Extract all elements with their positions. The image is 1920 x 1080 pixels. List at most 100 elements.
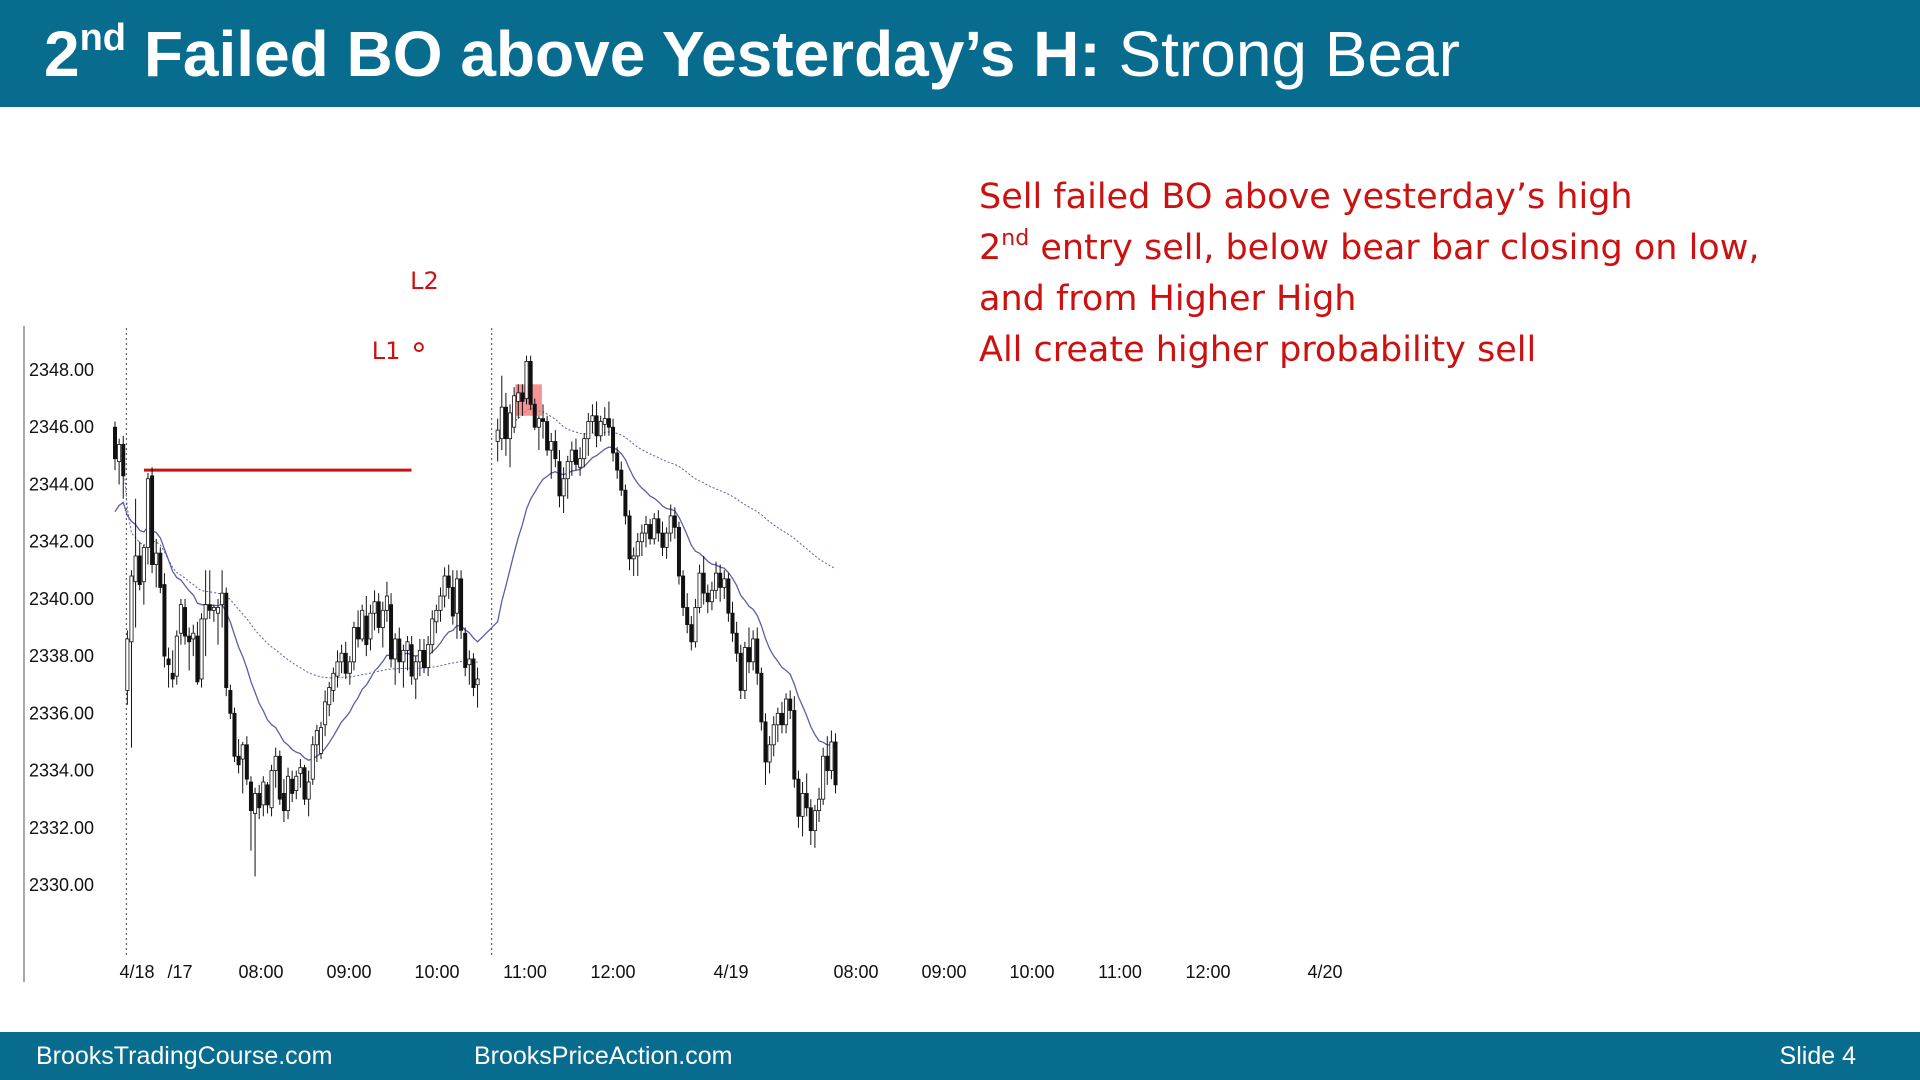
bear-candle: [685, 607, 690, 626]
bear-candle: [788, 698, 793, 711]
bear-candle: [248, 781, 253, 812]
bull-candle: [401, 649, 406, 663]
bear-candle: [676, 526, 681, 577]
slide-number: Slide 4: [1779, 1042, 1856, 1070]
x-tick-label: /17: [167, 962, 192, 982]
annotation-line-3: and from Higher High: [979, 279, 1357, 319]
marker-label-l2: L2: [410, 267, 439, 295]
x-tick-labels: 4/18/17 08:00 09:00 10:00 11:00 12:00 4/19 08:0…: [119, 962, 1342, 982]
bear-candle: [681, 575, 686, 608]
bull-candle: [668, 515, 673, 534]
bull-candle: [347, 661, 352, 674]
bear-candle: [545, 421, 550, 451]
bear-candle: [779, 712, 784, 726]
bear-candle: [397, 638, 402, 663]
bear-candle: [573, 449, 578, 465]
title-subtitle: Strong Bear: [1100, 18, 1460, 90]
bear-candle: [611, 426, 616, 454]
bear-candle: [158, 552, 163, 588]
bear-candle: [672, 515, 677, 528]
bull-candle: [273, 755, 278, 771]
bull-candle: [154, 552, 159, 565]
footer-center-site: BrooksPriceAction.com: [474, 1042, 733, 1070]
bull-candle: [524, 361, 529, 400]
bull-candle: [327, 687, 332, 706]
bear-candle: [364, 615, 369, 646]
bull-candle: [174, 635, 179, 677]
bear-candle: [623, 489, 628, 517]
bull-candle: [767, 744, 772, 763]
bull-candle: [368, 612, 373, 640]
bear-candle: [170, 672, 175, 680]
bull-candle: [133, 555, 138, 583]
bull-candle: [286, 775, 291, 812]
bear-candle: [277, 755, 282, 800]
bull-candle: [253, 793, 258, 814]
x-tick-label: 12:00: [590, 962, 635, 982]
x-tick-label: 09:00: [326, 962, 371, 982]
bear-candle: [660, 532, 665, 548]
bear-candle: [446, 575, 451, 588]
ema-line: [114, 446, 836, 761]
bear-candle: [232, 712, 237, 757]
bear-candle: [281, 793, 286, 812]
bear-candle: [528, 361, 533, 405]
bear-candle: [228, 690, 233, 714]
y-tick-labels: 2348.00 2346.00 2344.00 2342.00 2340.00 2338.…: [29, 360, 94, 895]
title-main: Failed BO above Yesterday’s H:: [126, 18, 1101, 90]
bear-candle: [257, 793, 262, 809]
bull-candle: [294, 775, 299, 791]
y-tick-label: 2346.00: [29, 417, 94, 437]
bull-candle: [199, 618, 204, 680]
bear-candle: [150, 475, 155, 565]
bull-candle: [644, 524, 649, 534]
title-ordinal-suffix: nd: [79, 17, 127, 59]
bull-candle: [565, 461, 570, 480]
bear-candle: [409, 644, 414, 677]
title-bar: 2nd Failed BO above Yesterday’s H: Stron…: [0, 0, 1920, 107]
bull-candle: [393, 638, 398, 660]
bull-candle: [298, 767, 303, 774]
bull-candle: [578, 458, 583, 468]
bull-candle: [335, 661, 340, 677]
bear-candle: [705, 592, 710, 603]
bear-candle: [606, 418, 611, 428]
bull-candle: [380, 609, 385, 628]
bull-candle: [417, 649, 422, 663]
bear-candle: [594, 415, 599, 437]
bear-candle: [738, 652, 743, 691]
x-tick-label: 08:00: [833, 962, 878, 982]
bear-candle: [726, 578, 731, 614]
x-tick-label: 09:00: [921, 962, 966, 982]
bull-candle: [203, 604, 208, 620]
candlestick-chart: 2348.00 2346.00 2344.00 2342.00 2340.00 2338.…: [23, 267, 1343, 982]
x-tick-label: 4/18: [119, 962, 154, 982]
footer-bar: BrooksTradingCourse.com BrooksPriceActio…: [0, 1032, 1920, 1080]
x-tick-label: 11:00: [1098, 962, 1142, 982]
bull-candle: [269, 770, 274, 809]
bull-candle: [639, 532, 644, 543]
bull-candle: [693, 607, 698, 643]
annotation-ordinal-suffix: nd: [1001, 226, 1030, 251]
y-tick-label: 2338.00: [29, 646, 94, 666]
bear-candle: [450, 587, 455, 617]
bear-candle: [825, 755, 830, 771]
x-tick-label: 10:00: [1009, 962, 1054, 982]
bull-candle: [512, 395, 517, 428]
bear-candle: [389, 604, 394, 660]
bull-candle: [652, 518, 657, 540]
annotation-line-1: Sell failed BO above yesterday’s high: [979, 177, 1633, 217]
bull-candle: [635, 541, 640, 557]
bull-candle: [125, 638, 130, 691]
bull-candle: [516, 392, 521, 402]
bull-candle: [360, 609, 365, 640]
bull-candle: [561, 478, 566, 497]
bull-candle: [771, 724, 776, 746]
ema-series: [114, 446, 836, 761]
bear-candle: [615, 452, 620, 471]
bear-candle: [137, 555, 142, 585]
bull-candle: [351, 627, 356, 663]
bull-candle: [586, 421, 591, 440]
bull-candle: [384, 595, 389, 611]
bull-candle: [598, 421, 603, 437]
